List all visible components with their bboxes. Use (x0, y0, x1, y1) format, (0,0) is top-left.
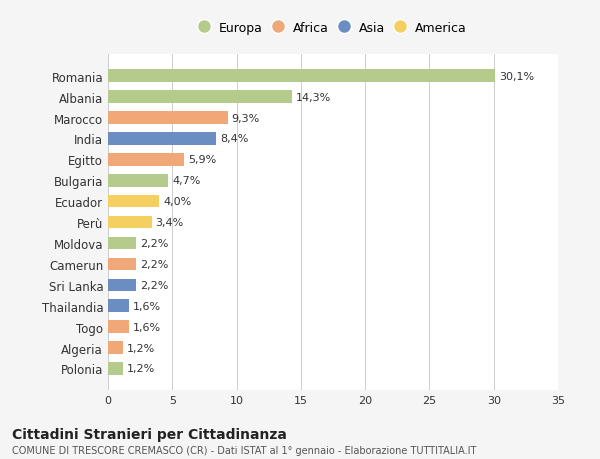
Text: 1,6%: 1,6% (133, 301, 161, 311)
Text: 4,7%: 4,7% (172, 176, 200, 186)
Text: 1,2%: 1,2% (127, 343, 155, 353)
Bar (108, 300, 128, 312)
Bar (108, 154, 184, 166)
Bar (108, 363, 124, 375)
Bar (108, 258, 136, 271)
Text: 5,9%: 5,9% (188, 155, 216, 165)
Bar (108, 196, 160, 208)
Bar (108, 279, 136, 291)
Text: COMUNE DI TRESCORE CREMASCO (CR) - Dati ISTAT al 1° gennaio - Elaborazione TUTTI: COMUNE DI TRESCORE CREMASCO (CR) - Dati … (12, 445, 476, 455)
Bar (108, 70, 495, 83)
Text: 3,4%: 3,4% (155, 218, 184, 228)
Bar (108, 237, 136, 250)
Text: 9,3%: 9,3% (232, 113, 260, 123)
Text: 1,2%: 1,2% (127, 364, 155, 374)
Text: 8,4%: 8,4% (220, 134, 248, 144)
Text: 1,6%: 1,6% (133, 322, 161, 332)
Legend: Europa, Africa, Asia, America: Europa, Africa, Asia, America (196, 18, 470, 38)
Text: 30,1%: 30,1% (499, 72, 534, 82)
Text: Cittadini Stranieri per Cittadinanza: Cittadini Stranieri per Cittadinanza (12, 427, 287, 441)
Bar (108, 91, 292, 104)
Text: 2,2%: 2,2% (140, 239, 169, 248)
Text: 2,2%: 2,2% (140, 280, 169, 290)
Bar (108, 133, 216, 146)
Bar (108, 174, 169, 187)
Bar (108, 341, 124, 354)
Text: 2,2%: 2,2% (140, 259, 169, 269)
Bar (108, 321, 128, 333)
Bar (108, 216, 152, 229)
Bar (108, 112, 227, 124)
Text: 4,0%: 4,0% (163, 197, 191, 207)
Text: 14,3%: 14,3% (296, 92, 331, 102)
